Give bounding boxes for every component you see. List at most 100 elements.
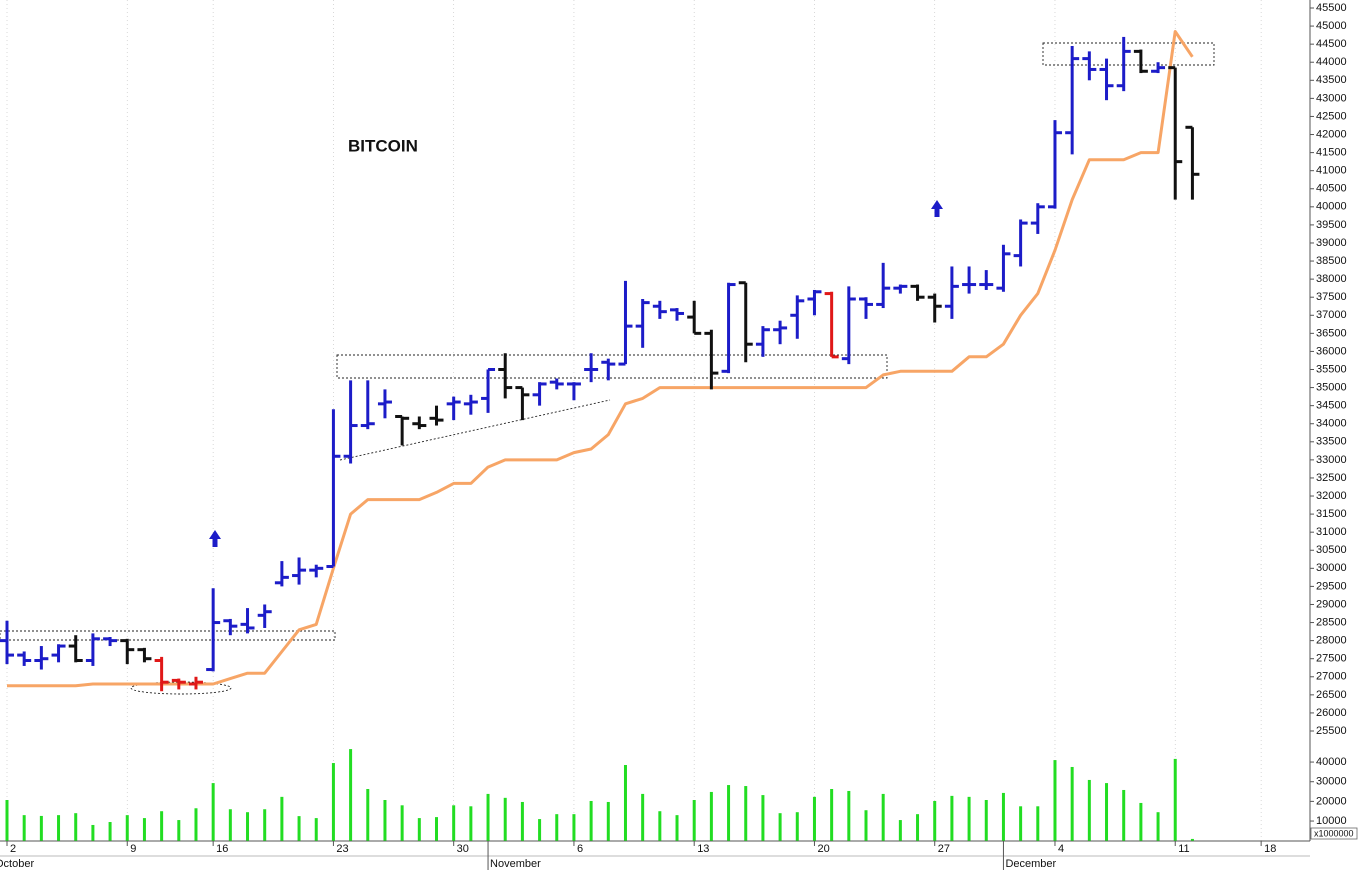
y-tick-label: 29000 <box>1316 598 1347 610</box>
x-tick-label: 27 <box>938 843 950 855</box>
volume-bar <box>675 815 679 841</box>
y-tick-label: 31500 <box>1316 508 1347 520</box>
y-tick-label: 41000 <box>1316 165 1347 177</box>
volume-bar <box>177 820 181 841</box>
chart-title: BITCOIN <box>348 136 418 155</box>
y-tick-label: 28000 <box>1316 635 1347 647</box>
y-tick-label: 32000 <box>1316 490 1347 502</box>
range-box <box>336 354 888 379</box>
volume-bar <box>5 800 9 841</box>
x-tick-label: 13 <box>697 843 709 855</box>
volume-bar <box>194 808 198 841</box>
volume-bar <box>795 812 799 841</box>
volume-bar <box>1019 806 1023 841</box>
volume-bar <box>830 788 834 841</box>
month-label: November <box>490 858 541 870</box>
y-tick-label: 41500 <box>1316 147 1347 159</box>
volume-bar <box>246 812 250 841</box>
y-tick-label: 38000 <box>1316 273 1347 285</box>
y-tick-label: 37000 <box>1316 309 1347 321</box>
y-tick-label: 32500 <box>1316 472 1347 484</box>
y-tick-label: 26500 <box>1316 689 1347 701</box>
volume-bar <box>709 791 713 841</box>
y-tick-label: 33000 <box>1316 454 1347 466</box>
volume-tick-label: 30000 <box>1316 776 1347 788</box>
y-tick-label: 29500 <box>1316 580 1347 592</box>
volume-bar <box>1036 806 1040 841</box>
y-tick-label: 44000 <box>1316 56 1347 68</box>
y-tick-label: 44500 <box>1316 38 1347 50</box>
x-tick-label: 11 <box>1178 843 1189 855</box>
y-tick-label: 42000 <box>1316 128 1347 140</box>
volume-bar <box>692 800 696 841</box>
volume-bar <box>812 796 816 841</box>
volume-bar <box>727 785 731 841</box>
volume-bar <box>555 814 559 841</box>
month-label: December <box>1005 858 1056 870</box>
up-arrow <box>209 530 221 547</box>
volume-bar <box>486 793 490 841</box>
volume-bar <box>383 800 387 841</box>
volume-bar <box>933 800 937 841</box>
volume-bar <box>314 818 318 841</box>
x-tick-label: 23 <box>336 843 348 855</box>
volume-bar <box>108 822 112 841</box>
y-tick-label: 30500 <box>1316 544 1347 556</box>
volume-bar <box>349 749 353 841</box>
y-tick-label: 45500 <box>1316 2 1347 14</box>
y-tick-label: 45000 <box>1316 20 1347 32</box>
volume-bar <box>1173 758 1177 841</box>
volume-bar <box>280 796 284 841</box>
x-tick-label: 20 <box>817 843 829 855</box>
volume-bar <box>366 788 370 841</box>
volume-bar <box>400 805 404 841</box>
volume-bar <box>778 813 782 841</box>
volume-bar <box>1087 779 1091 841</box>
volume-bar <box>435 817 438 841</box>
volume-bar <box>22 815 26 841</box>
overlay-line <box>7 30 1194 688</box>
month-label: October <box>0 858 34 870</box>
volume-bar <box>744 786 748 841</box>
volume-bar <box>589 800 593 841</box>
volume-bar <box>452 805 456 841</box>
x-tick-label: 9 <box>130 843 136 855</box>
volume-bar <box>641 793 645 841</box>
volume-bar <box>538 819 542 841</box>
volume-bar <box>864 810 868 841</box>
volume-bar <box>950 795 954 841</box>
volume-bar <box>847 790 851 841</box>
y-tick-label: 40500 <box>1316 183 1347 195</box>
volume-bar <box>1001 792 1005 841</box>
volume-bar <box>39 815 43 841</box>
y-tick-label: 27000 <box>1316 671 1347 683</box>
volume-bar <box>606 801 610 841</box>
volume-bar <box>520 801 524 841</box>
volume-tick-label: 20000 <box>1316 795 1347 807</box>
volume-bar <box>1122 789 1126 841</box>
volume-bar <box>74 813 78 841</box>
y-tick-label: 31000 <box>1316 526 1347 538</box>
range-box <box>1042 42 1215 66</box>
volume-bar <box>331 763 335 841</box>
volume-bar <box>125 815 129 841</box>
up-arrow <box>931 200 943 217</box>
x-tick-label: 4 <box>1058 843 1064 855</box>
y-tick-label: 40000 <box>1316 201 1347 213</box>
y-tick-label: 34000 <box>1316 418 1347 430</box>
volume-bar <box>1156 812 1160 841</box>
y-tick-label: 30000 <box>1316 562 1347 574</box>
volume-bar <box>1053 760 1057 841</box>
volume-bar <box>57 815 61 841</box>
x-tick-label: 18 <box>1264 843 1276 855</box>
volume-bar <box>228 809 232 841</box>
volume-bar <box>91 824 95 841</box>
volume-bar <box>881 793 885 841</box>
y-tick-label: 38500 <box>1316 255 1347 267</box>
x-tick-label: 6 <box>577 843 583 855</box>
volume-bar <box>967 796 971 841</box>
volume-bar <box>572 814 576 841</box>
y-tick-label: 39000 <box>1316 237 1347 249</box>
arrows <box>209 200 943 547</box>
